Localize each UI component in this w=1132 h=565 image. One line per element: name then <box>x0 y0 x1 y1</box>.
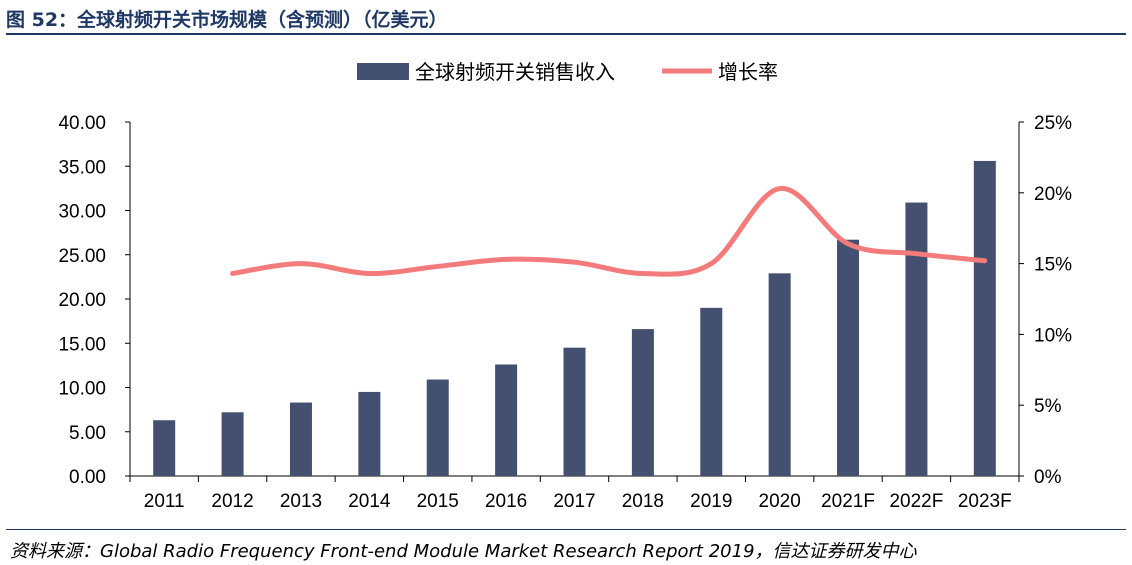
growth-rate-line <box>230 186 988 277</box>
y-left-tick-label: 40.00 <box>58 113 106 134</box>
x-tick-label: 2018 <box>622 491 664 512</box>
x-tick-label: 2011 <box>144 491 185 512</box>
y-right-tick-label: 15% <box>1034 255 1072 276</box>
x-tick-label: 2021F <box>821 491 875 512</box>
x-tick-label: 2014 <box>348 491 391 512</box>
bar <box>221 412 244 476</box>
y-left-tick-label: 0.00 <box>69 467 106 488</box>
source-rule <box>6 529 1126 530</box>
x-tick-label: 2019 <box>690 491 732 512</box>
x-tick-label: 2022F <box>889 491 943 512</box>
x-tick-label: 2017 <box>553 491 595 512</box>
x-tick-label: 2012 <box>211 491 253 512</box>
y-right-tick-label: 25% <box>1034 113 1072 134</box>
source-note: 资料来源：Global Radio Frequency Front-end Mo… <box>10 541 917 562</box>
chart: 0.00 5.00 10.00 15.00 20.00 25.00 30.00 35.00 40… <box>58 61 1072 512</box>
bar <box>768 273 791 476</box>
bar <box>495 364 518 476</box>
bar <box>153 420 176 476</box>
y-left-tick-label: 35.00 <box>58 157 106 178</box>
y-left-tick-label: 30.00 <box>58 202 106 223</box>
y-right-tick-label: 10% <box>1034 325 1072 346</box>
bar <box>631 329 654 476</box>
bar <box>700 307 723 476</box>
x-tick-label: 2013 <box>280 491 322 512</box>
y-left-tick-label: 20.00 <box>58 290 106 311</box>
bar <box>973 160 996 476</box>
y-left-tick-label: 10.00 <box>58 379 106 400</box>
x-tick-label: 2023F <box>958 491 1012 512</box>
bar <box>426 379 449 476</box>
y-left-tick-label: 15.00 <box>58 334 106 355</box>
figure-title: 图 52：全球射频开关市场规模（含预测）（亿美元） <box>6 9 448 31</box>
legend-bar-label: 全球射频开关销售收入 <box>415 61 615 84</box>
x-tick-label: 2020 <box>759 491 801 512</box>
title-rule <box>6 33 1126 35</box>
y-right-tick-label: 20% <box>1034 184 1072 205</box>
y-right-tick-label: 5% <box>1034 396 1062 417</box>
y-left-tick-label: 25.00 <box>58 246 106 267</box>
x-tick-label: 2015 <box>417 491 459 512</box>
legend-bar-swatch <box>357 63 409 80</box>
y-left-tick-label: 5.00 <box>69 423 106 444</box>
legend-line-label: 增长率 <box>718 61 778 84</box>
bar <box>837 239 860 476</box>
x-tick-label: 2016 <box>485 491 527 512</box>
bar <box>358 391 381 476</box>
y-right-tick-label: 0% <box>1034 467 1062 488</box>
bar <box>289 402 312 476</box>
bar <box>563 347 586 476</box>
bar <box>905 202 928 476</box>
